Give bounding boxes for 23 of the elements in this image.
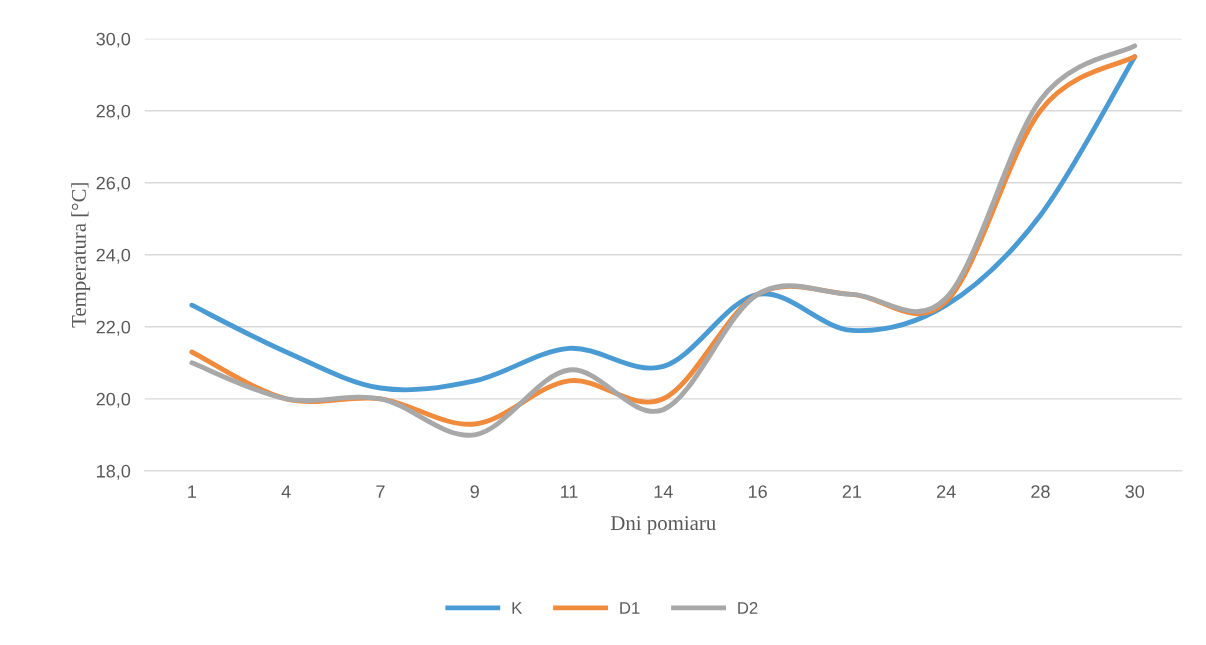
x-tick-label: 11 (561, 485, 578, 498)
legend-label: D2 (738, 602, 758, 614)
x-tick-label: 4 (281, 485, 291, 498)
y-tick-label: 18,0 (97, 464, 131, 480)
x-tick-label: 1 (188, 485, 196, 498)
y-tick-label: 30,0 (96, 32, 131, 48)
y-tick-label: 24,0 (96, 248, 131, 264)
y-axis-title: Temperatura [°C] (71, 183, 91, 328)
x-tick-label: 9 (470, 485, 479, 498)
y-tick-label: 20,0 (96, 392, 131, 408)
x-tick-label: 24 (937, 485, 956, 498)
y-tick-label: 22,0 (96, 320, 131, 336)
x-tick-label: 16 (748, 485, 767, 498)
x-tick-label: 7 (376, 485, 385, 498)
legend-label: D1 (620, 602, 640, 614)
legend-label: K (512, 602, 523, 614)
y-tick-label: 26,0 (96, 176, 131, 192)
x-tick-label: 30 (1125, 485, 1145, 498)
x-tick-label: 21 (842, 485, 862, 498)
x-tick-label: 28 (1031, 485, 1050, 498)
x-tick-label: 14 (654, 485, 673, 498)
x-axis-title: Dni pomiaru (610, 516, 716, 535)
y-tick-label: 28,0 (96, 104, 131, 120)
